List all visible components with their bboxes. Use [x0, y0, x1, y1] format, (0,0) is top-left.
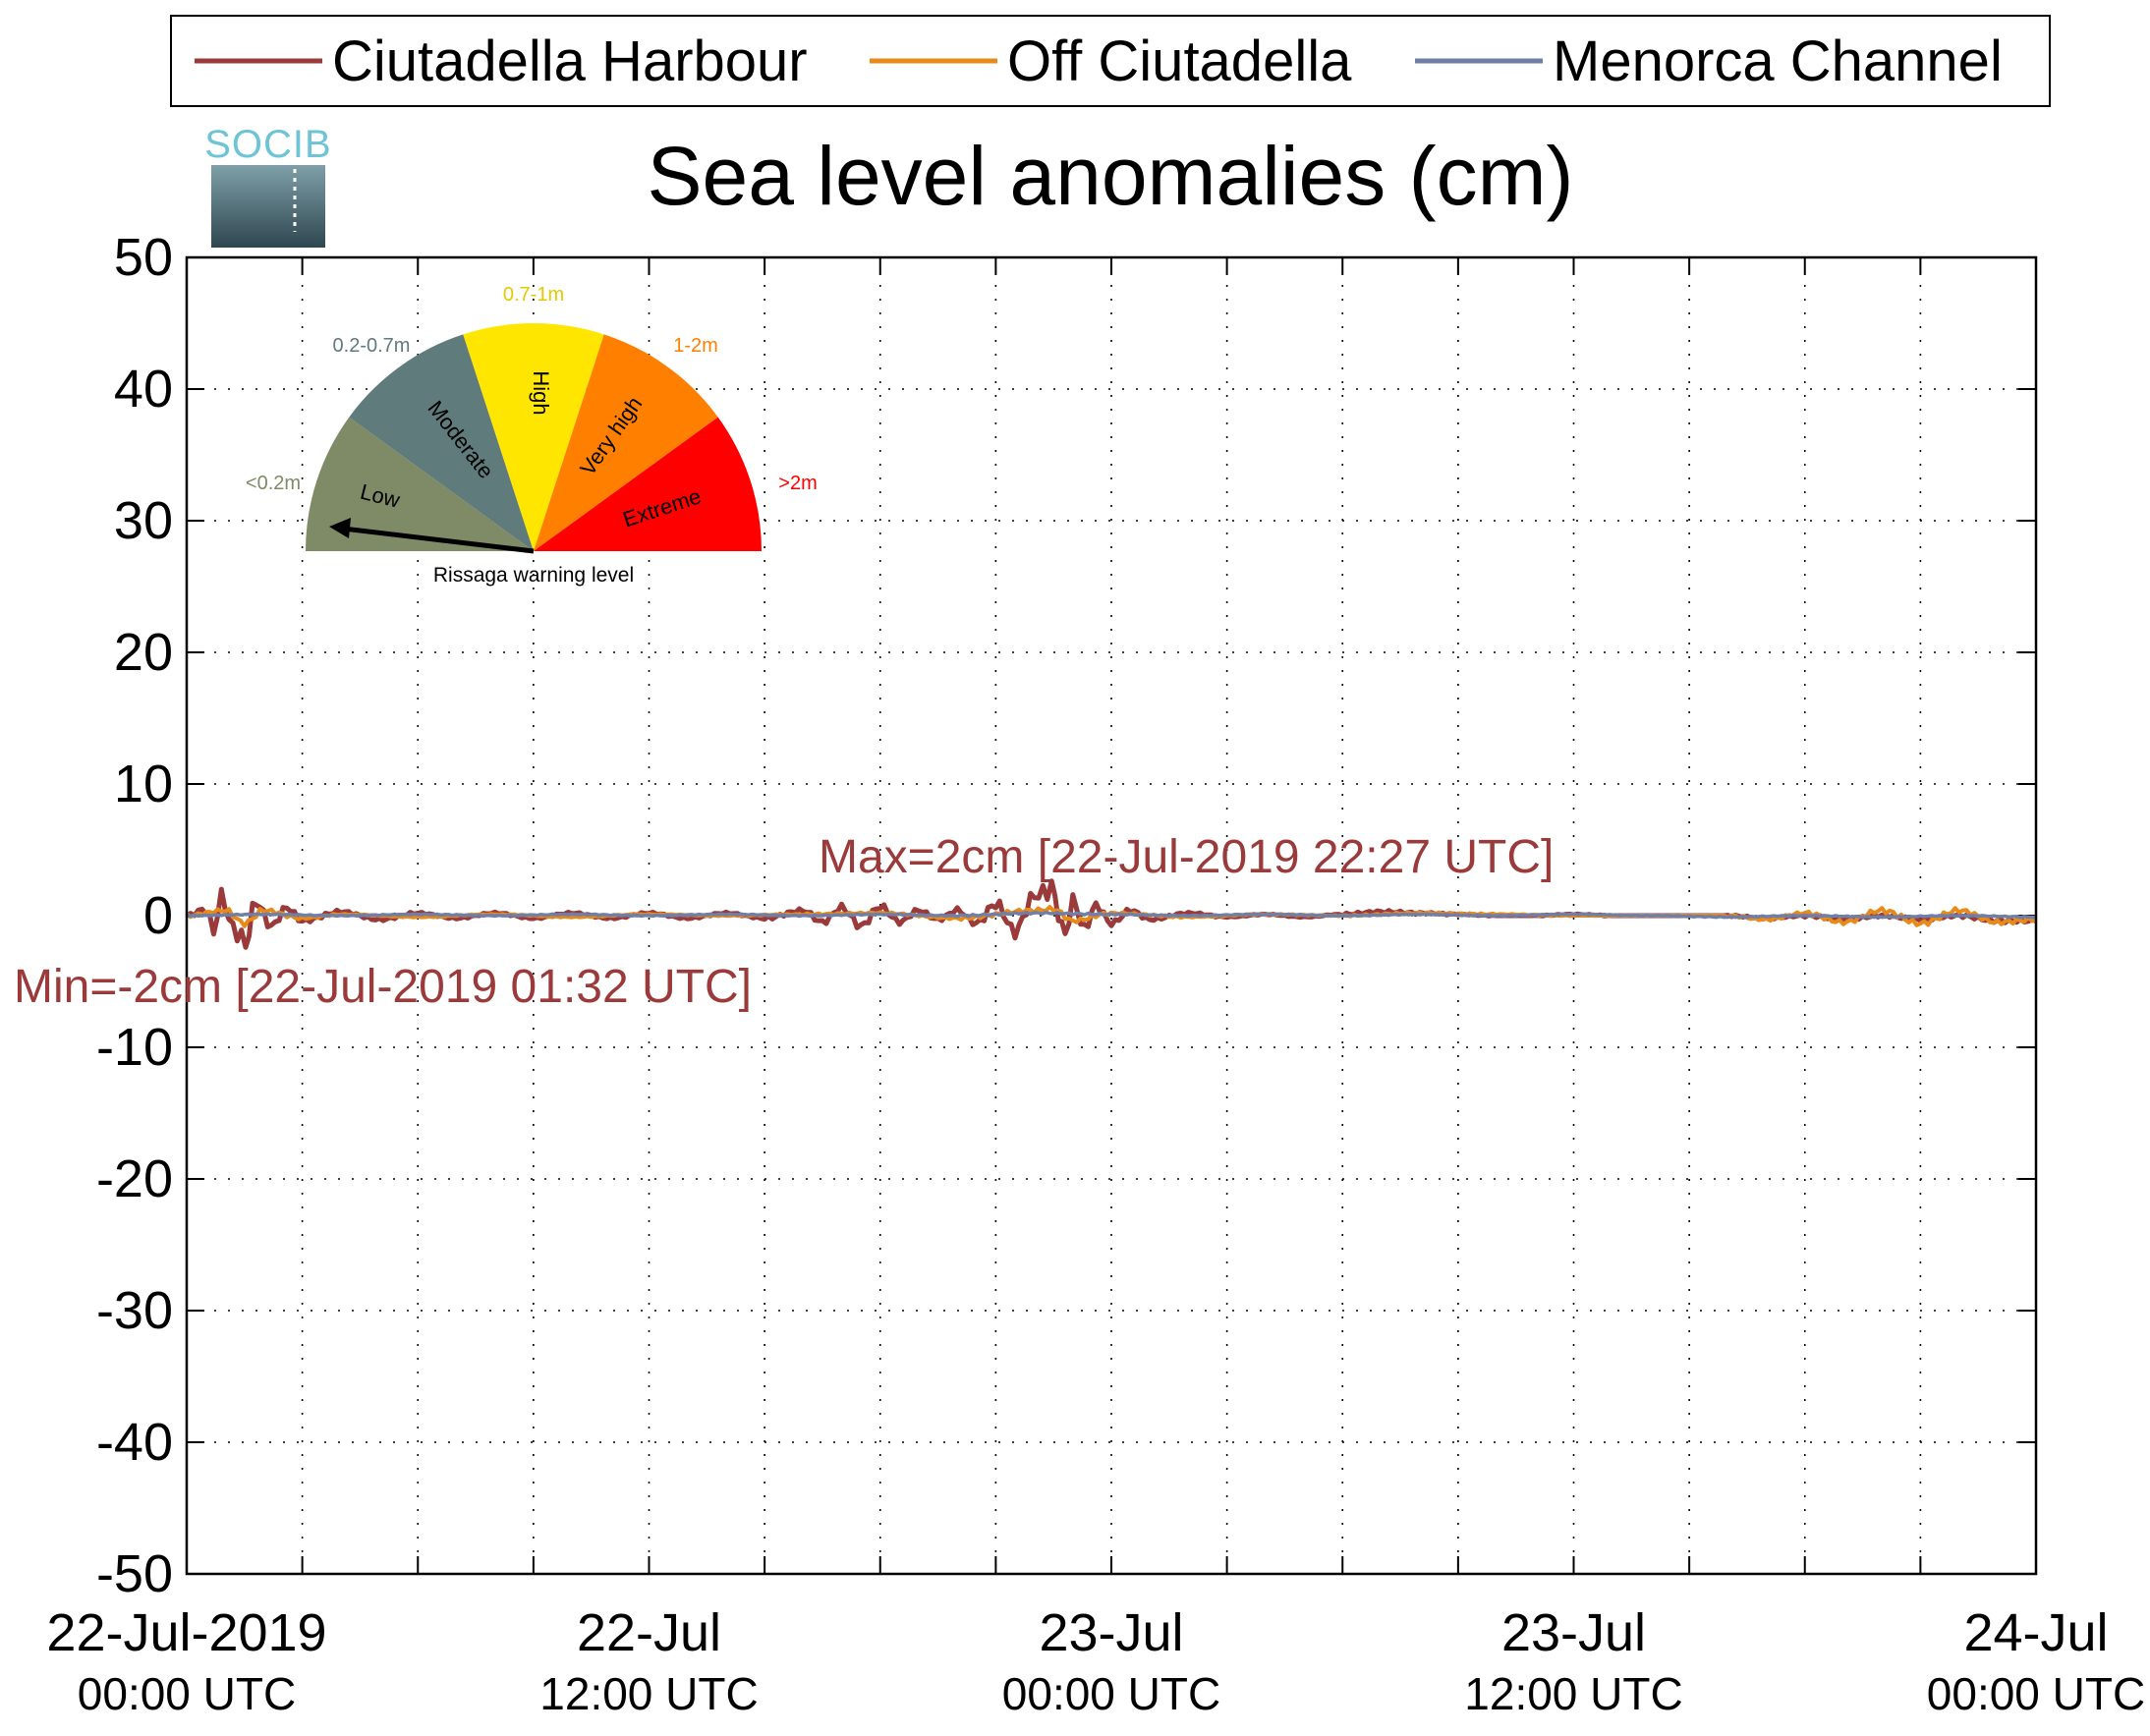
x-tick-label-date: 23-Jul: [1501, 1603, 1646, 1662]
gauge-segment-moderate: [349, 334, 534, 551]
gauge-pointer: [338, 526, 535, 554]
series-line-menorca-channel: [186, 910, 2037, 920]
y-tick-label: -40: [96, 1413, 173, 1472]
gauge-range-label: 0.2-0.7m: [333, 335, 411, 357]
gauge-caption: Rissaga warning level: [433, 564, 634, 587]
gauge-segment-high: [463, 323, 604, 551]
x-tick-label-date: 22-Jul: [577, 1603, 721, 1662]
gauge-segment-very-high: [534, 334, 718, 551]
x-tick-label-time: 12:00 UTC: [539, 1668, 758, 1719]
x-tick-label-date: 23-Jul: [1039, 1603, 1183, 1662]
gauge-segment-extreme: [534, 417, 762, 551]
y-tick-label: 0: [143, 886, 173, 945]
min-annotation: Min=-2cm [22-Jul-2019 01:32 UTC]: [14, 961, 752, 1013]
x-tick-label-time: 00:00 UTC: [1927, 1668, 2145, 1719]
x-axis: 22-Jul-2019 00:00 UTC 22-Jul 12:00 UTC 23-Ju…: [46, 257, 2145, 1719]
y-tick-label: 20: [114, 623, 173, 682]
gauge-range-label: >2m: [778, 473, 817, 494]
gauge-range-label: <0.2m: [246, 473, 301, 494]
gauge-pointer-head: [329, 518, 351, 538]
x-tick-label-time: 00:00 UTC: [78, 1668, 296, 1719]
gauge-range-label: 1-2m: [673, 335, 718, 357]
legend-box: [170, 15, 2051, 107]
gauge-segment-low: [306, 417, 534, 551]
y-tick-label: 30: [114, 491, 173, 550]
legend-label-menorca-channel: Menorca Channel: [1553, 29, 2003, 93]
y-tick-label: 50: [114, 228, 173, 287]
data-series: [185, 878, 2037, 950]
socib-logo: SOCIB: [204, 123, 331, 248]
y-tick-label: -20: [96, 1149, 173, 1208]
logo-block: [211, 165, 325, 248]
y-tick-label: 10: [114, 755, 173, 813]
logo-text: SOCIB: [204, 123, 331, 166]
y-tick-label: 40: [114, 360, 173, 419]
x-tick-label-time: 00:00 UTC: [1002, 1668, 1220, 1719]
gauge-range-label: 0.7-1m: [503, 284, 564, 306]
y-axis: 50 40 30 20 10 0 -10 -20 -30 -40 -50: [96, 228, 2036, 1603]
y-tick-label: -50: [96, 1544, 173, 1603]
legend: Ciutadella Harbour Off Ciutadella Menorc…: [170, 15, 2051, 107]
y-tick-label: -30: [96, 1281, 173, 1340]
rissaga-gauge: Rissaga warning level Low<0.2mModerate0.…: [246, 284, 818, 587]
x-tick-label-time: 12:00 UTC: [1464, 1668, 1682, 1719]
y-tick-label: -10: [96, 1018, 173, 1077]
legend-label-off-ciutadella: Off Ciutadella: [1007, 29, 1352, 93]
gauge-label: High: [529, 370, 553, 415]
max-annotation: Max=2cm [22-Jul-2019 22:27 UTC]: [819, 831, 1554, 883]
legend-label-ciutadella-harbour: Ciutadella Harbour: [332, 29, 808, 93]
x-tick-label-date: 22-Jul-2019: [46, 1603, 326, 1662]
x-tick-label-date: 24-Jul: [1963, 1603, 2108, 1662]
plot-frame: [185, 255, 2038, 1576]
chart-title: Sea level anomalies (cm): [647, 130, 1573, 222]
